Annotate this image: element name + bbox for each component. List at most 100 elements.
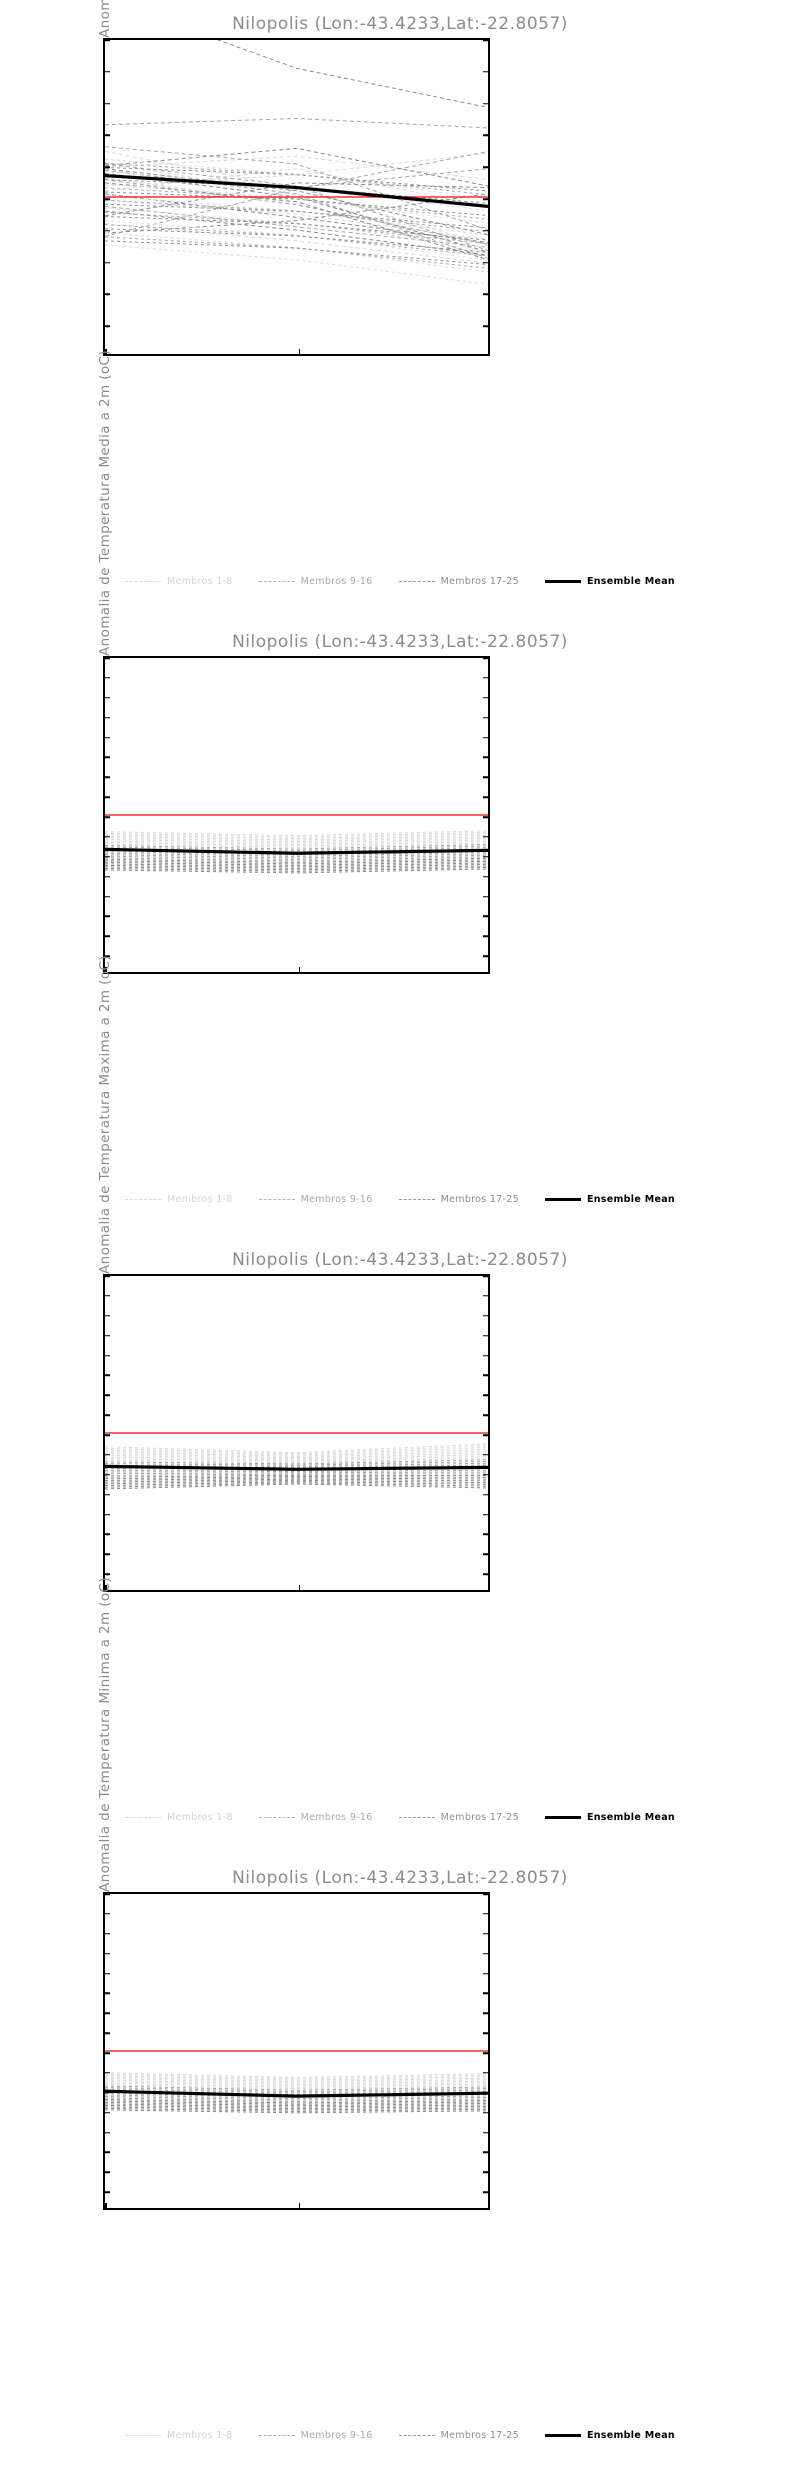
- y-tick-mark: [105, 1454, 110, 1456]
- legend-item[interactable]: Membros 17-25: [398, 1812, 519, 1823]
- legend-item[interactable]: Ensemble Mean: [544, 2430, 675, 2441]
- y-tick-mark: [105, 1573, 110, 1575]
- plot-area: 876543210-1-2-3-4-5-6-7-8Fev/23Mar/23Abr…: [103, 1892, 490, 2210]
- y-tick-mark-right: [483, 1952, 488, 1955]
- y-tick-mark: [105, 1972, 110, 1975]
- legend-item[interactable]: Membros 9-16: [258, 1194, 373, 1205]
- y-tick-mark: [105, 1952, 110, 1955]
- legend-item[interactable]: Ensemble Mean: [544, 576, 675, 587]
- y-tick-mark-right: [483, 1434, 488, 1436]
- y-tick-mark: [105, 796, 110, 798]
- y-tick-mark-right: [483, 2171, 488, 2173]
- y-tick-mark-right: [483, 816, 488, 818]
- y-tick-mark-right: [483, 856, 488, 858]
- legend-label: Membros 9-16: [300, 1194, 373, 1205]
- y-tick-mark: [105, 1474, 110, 1476]
- y-tick-mark: [105, 1513, 110, 1516]
- y-tick-mark-right: [483, 776, 488, 778]
- y-tick-mark: [105, 2012, 110, 2014]
- y-tick-mark: [105, 677, 110, 679]
- x-tick-mark: [298, 349, 300, 354]
- x-tick-mark: [105, 2203, 107, 2208]
- legend-item[interactable]: Membros 17-25: [398, 576, 519, 587]
- y-tick-mark-right: [483, 736, 488, 739]
- y-tick-mark-right: [483, 1992, 488, 1995]
- legend-label: Membros 9-16: [300, 1812, 373, 1823]
- y-tick-mark: [105, 2151, 110, 2154]
- legend-label: Membros 9-16: [300, 2430, 373, 2441]
- legend-item[interactable]: Membros 9-16: [258, 2430, 373, 2441]
- legend-label: Membros 1-8: [167, 576, 233, 587]
- y-tick-mark: [105, 40, 110, 41]
- y-tick-mark-right: [483, 1374, 488, 1377]
- legend-label: Membros 1-8: [167, 2430, 233, 2441]
- y-tick-mark-right: [483, 2012, 488, 2014]
- y-tick-mark: [105, 875, 110, 878]
- y-tick-mark-right: [483, 166, 488, 168]
- y-tick-mark-right: [483, 2052, 488, 2054]
- y-tick-mark-right: [483, 935, 488, 937]
- y-tick-mark-right: [483, 756, 488, 759]
- legend-swatch-icon: [258, 1199, 295, 1200]
- y-tick-mark-right: [483, 1394, 488, 1396]
- y-tick-mark: [105, 102, 110, 105]
- y-tick-mark: [105, 716, 110, 719]
- y-tick-mark: [105, 1334, 110, 1337]
- y-tick-mark-right: [483, 1913, 488, 1915]
- panel-title: Nilopolis (Lon:-43.4233,Lat:-22.8057): [232, 632, 568, 652]
- y-tick-mark: [105, 658, 110, 659]
- panel-title: Nilopolis (Lon:-43.4233,Lat:-22.8057): [232, 1868, 568, 1888]
- y-tick-mark-right: [483, 1454, 488, 1456]
- y-tick-mark: [105, 2052, 110, 2054]
- legend-label: Ensemble Mean: [586, 576, 675, 587]
- legend-item[interactable]: Membros 9-16: [258, 1812, 373, 1823]
- y-tick-mark: [105, 2092, 110, 2094]
- legend-swatch-icon: [544, 1198, 581, 1201]
- y-tick-mark: [105, 1933, 110, 1935]
- plot-area: 543210-1-2-3-4-5Fev/23Mar/23Abr/23: [103, 38, 490, 356]
- legend-item[interactable]: Membros 1-8: [125, 1194, 233, 1205]
- legend-label: Membros 17-25: [440, 1812, 519, 1823]
- legend-item[interactable]: Ensemble Mean: [544, 1194, 675, 1205]
- legend-item[interactable]: Membros 17-25: [398, 1194, 519, 1205]
- y-tick-mark-right: [483, 697, 488, 699]
- y-axis-label: Anomalia de Chuva (mm/dia): [97, 0, 113, 38]
- y-tick-mark-right: [483, 261, 488, 264]
- panel-title: Nilopolis (Lon:-43.4233,Lat:-22.8057): [232, 1250, 568, 1270]
- y-tick-mark-right: [483, 325, 488, 327]
- y-tick-mark: [105, 1894, 110, 1895]
- legend-item[interactable]: Membros 17-25: [398, 2430, 519, 2441]
- y-tick-mark-right: [483, 1573, 488, 1575]
- y-tick-mark: [105, 955, 110, 957]
- y-tick-mark: [105, 2111, 110, 2114]
- y-tick-mark: [105, 1553, 110, 1555]
- y-tick-mark: [105, 293, 110, 296]
- legend-item[interactable]: Ensemble Mean: [544, 1812, 675, 1823]
- y-tick-mark: [105, 1414, 110, 1416]
- legend-item[interactable]: Membros 1-8: [125, 576, 233, 587]
- y-tick-mark-right: [483, 1474, 488, 1476]
- legend-item[interactable]: Membros 1-8: [125, 2430, 233, 2441]
- y-tick-mark: [105, 1315, 110, 1317]
- legend-swatch-icon: [398, 1199, 435, 1200]
- y-tick-mark: [105, 895, 110, 898]
- ensemble-mean-line: [105, 849, 488, 853]
- series-canvas: [105, 1276, 488, 1590]
- legend-swatch-icon: [398, 2435, 435, 2436]
- y-tick-mark: [105, 2072, 110, 2074]
- legend-swatch-icon: [258, 581, 295, 582]
- legend-swatch-icon: [258, 2435, 295, 2436]
- y-tick-mark: [105, 261, 110, 264]
- y-tick-mark-right: [483, 2111, 488, 2114]
- chart-legend: Membros 1-8 Membros 9-16 Membros 17-25 Ense…: [0, 1812, 800, 1823]
- y-tick-mark: [105, 1354, 110, 1357]
- y-tick-mark-right: [483, 2131, 488, 2134]
- y-tick-mark-right: [483, 1533, 488, 1536]
- legend-item[interactable]: Membros 9-16: [258, 576, 373, 587]
- y-tick-mark-right: [483, 915, 488, 918]
- legend-swatch-icon: [544, 580, 581, 583]
- y-tick-mark-right: [483, 1295, 488, 1297]
- y-tick-mark: [105, 1276, 110, 1277]
- legend-item[interactable]: Membros 1-8: [125, 1812, 233, 1823]
